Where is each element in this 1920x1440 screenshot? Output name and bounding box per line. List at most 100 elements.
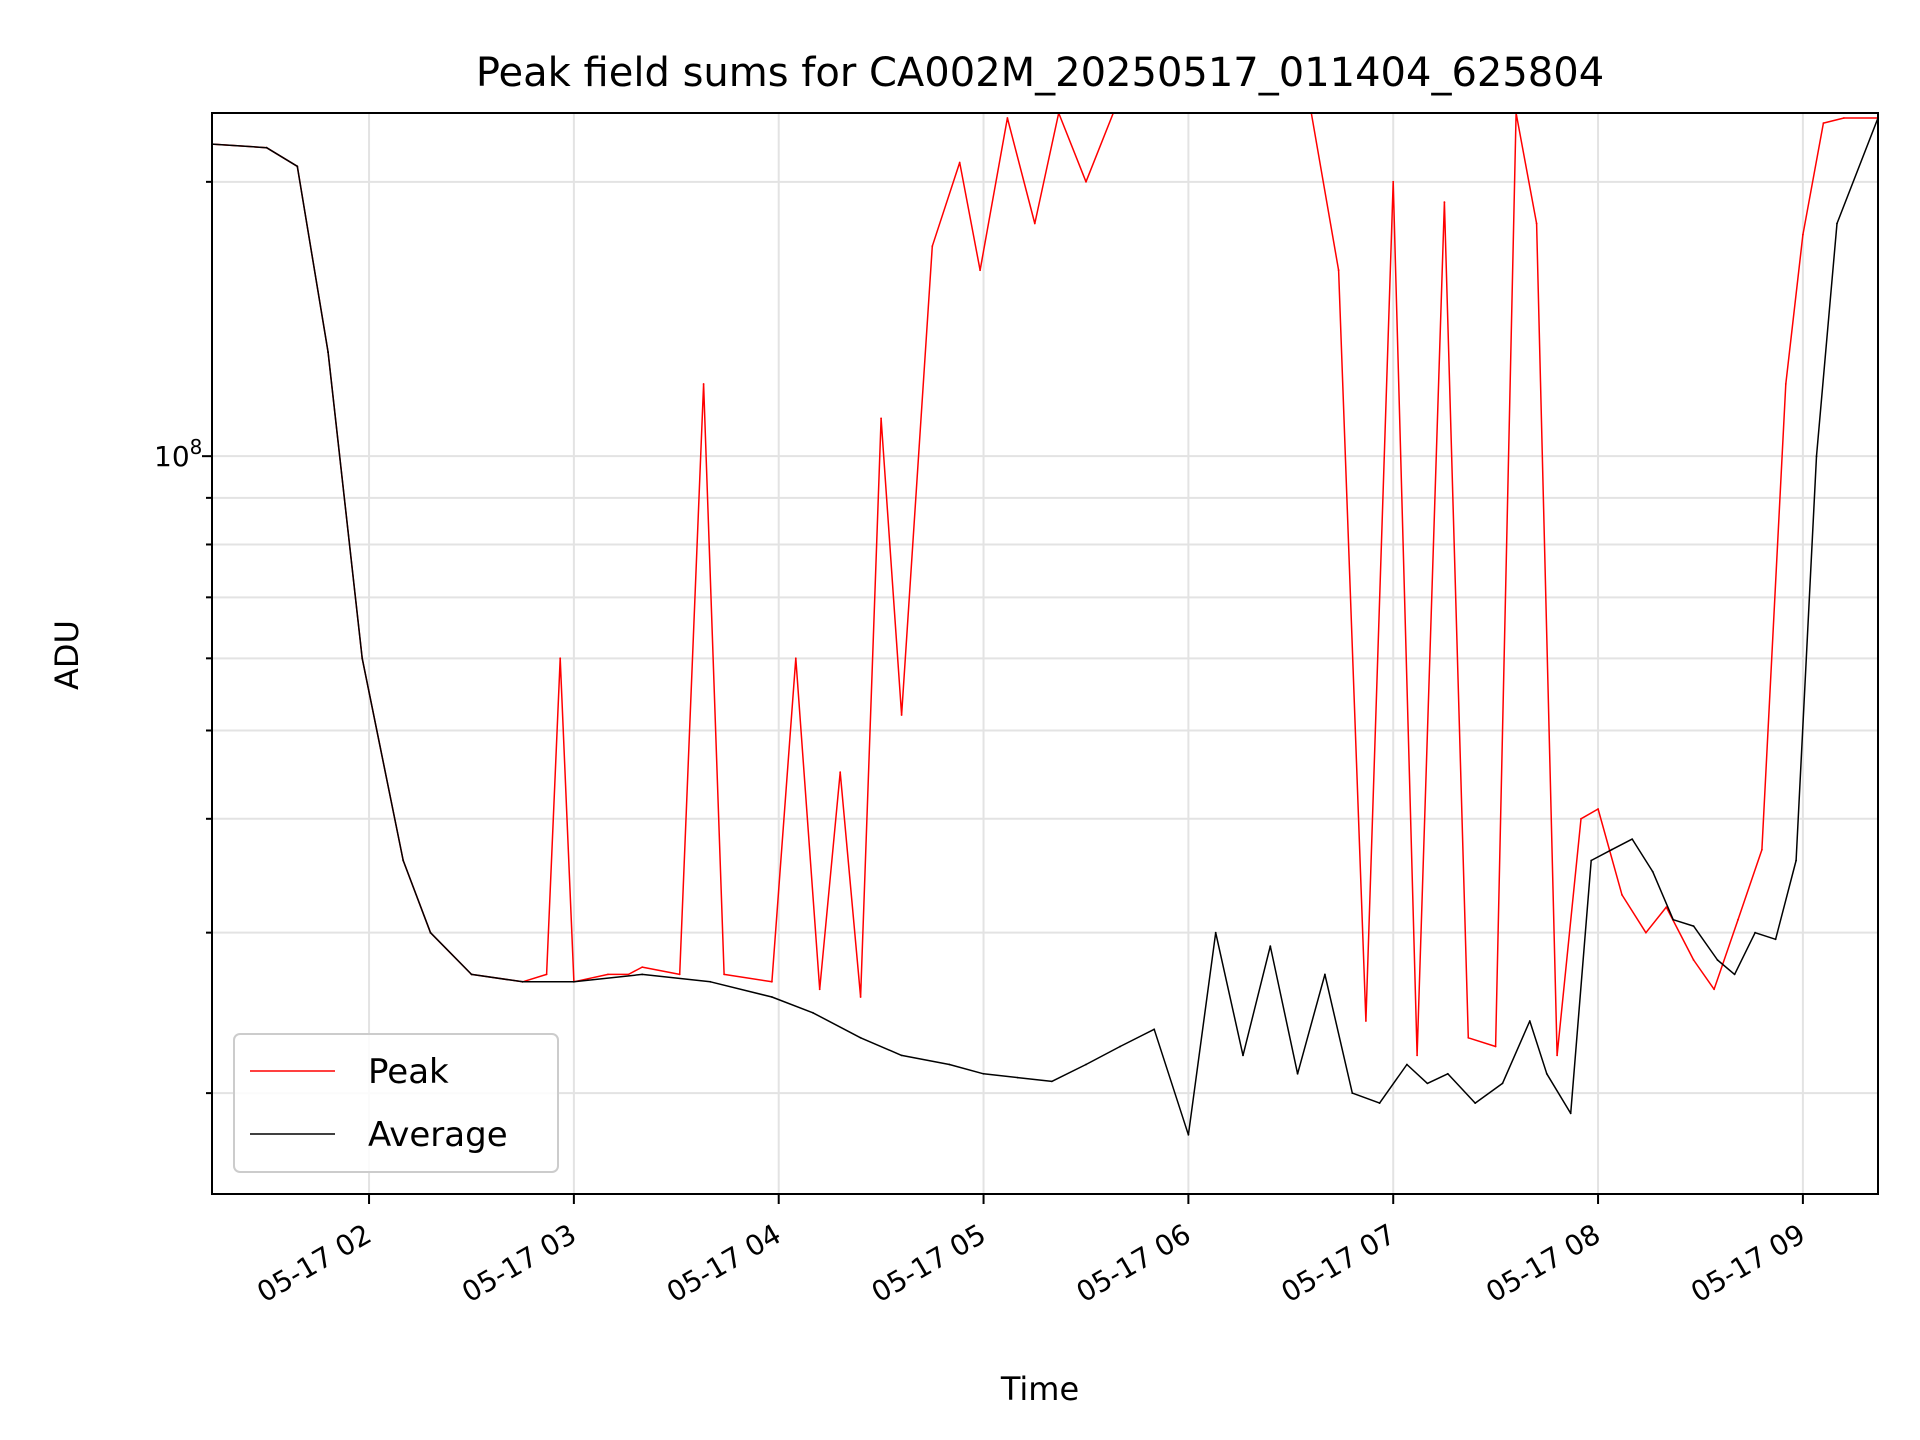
data-point-peak [1535, 222, 1538, 225]
data-point-peak [794, 657, 797, 660]
x-axis-label: Time [1000, 1370, 1079, 1408]
data-point-average [521, 980, 524, 983]
data-point-average [1815, 455, 1818, 458]
data-point-peak [1597, 808, 1599, 810]
data-point-peak [1761, 848, 1763, 851]
data-point-peak [1822, 122, 1825, 124]
data-point-average [1501, 1082, 1504, 1085]
data-point-peak [723, 973, 725, 976]
data-point-average [1716, 959, 1719, 961]
data-point-average [1050, 1080, 1053, 1083]
data-point-peak [1621, 894, 1623, 896]
data-point-peak [702, 383, 705, 385]
data-point-peak [627, 973, 630, 976]
data-point-peak [1337, 269, 1340, 272]
data-point-average [709, 980, 712, 983]
data-point-peak [1713, 988, 1715, 991]
data-point-peak [818, 988, 821, 991]
data-point-peak [859, 996, 862, 998]
data-point-average [812, 1011, 814, 1014]
data-point-average [1296, 1072, 1299, 1075]
data-point-peak [559, 657, 562, 660]
data-point-peak [1443, 201, 1446, 204]
data-point-average [1426, 1082, 1429, 1085]
data-point-average [1187, 1133, 1190, 1136]
data-point-average [1569, 1112, 1572, 1115]
chart-title: Peak field sums for CA002M_20250517_0114… [476, 50, 1604, 96]
data-point-peak [678, 973, 681, 976]
data-point-average [1631, 838, 1634, 840]
data-point-average [1119, 1045, 1121, 1048]
data-point-average [1269, 945, 1272, 947]
data-point-peak [1416, 1054, 1418, 1057]
data-point-average [948, 1063, 951, 1066]
data-point-peak [1365, 1020, 1367, 1022]
data-point-peak [1467, 1036, 1470, 1039]
data-point-peak [607, 973, 609, 976]
data-point-average [1242, 1054, 1244, 1057]
data-point-average [1085, 1063, 1087, 1066]
data-point-average [641, 973, 644, 976]
legend: Peak Average [233, 1033, 559, 1173]
data-point-average [982, 1072, 985, 1075]
data-point-peak [1556, 1054, 1558, 1057]
data-point-average [1651, 870, 1654, 873]
data-point-average [470, 973, 473, 976]
legend-peak-label: Peak [368, 1052, 449, 1092]
data-point-peak [1692, 959, 1695, 961]
data-point-peak [1392, 180, 1395, 183]
data-point-average [1610, 848, 1613, 851]
data-point-average [1528, 1020, 1531, 1022]
data-point-average [402, 859, 405, 862]
data-point-average [265, 146, 268, 149]
data-point-peak [1494, 1045, 1497, 1048]
legend-box [233, 1033, 559, 1173]
data-point-peak [1645, 931, 1647, 934]
data-point-average [1016, 1076, 1019, 1079]
data-point-average [296, 165, 299, 168]
y-axis-label: ADU [48, 620, 86, 690]
y-tick-label: 108 [154, 435, 202, 473]
data-point-peak [1085, 180, 1087, 183]
data-point-average [1351, 1092, 1354, 1094]
data-point-average [900, 1054, 903, 1057]
grid-lines [212, 113, 1878, 1194]
data-point-average [1590, 859, 1593, 862]
data-point-average [361, 657, 364, 660]
data-point-peak [641, 966, 644, 968]
data-point-average [1474, 1102, 1477, 1104]
plot-frame [211, 112, 1879, 1195]
data-point-average [327, 351, 329, 354]
legend-average-label: Average [368, 1115, 508, 1155]
data-point-average [1324, 973, 1326, 976]
data-point-peak [958, 161, 961, 164]
data-point-average [1692, 925, 1695, 927]
data-point-average [1672, 918, 1675, 921]
y-axis-ticks: 108 [154, 180, 212, 1095]
data-point-average [429, 931, 432, 934]
data-point-average [1446, 1072, 1449, 1075]
data-point-peak [931, 245, 934, 248]
data-point-peak [1665, 906, 1668, 908]
data-point-peak [839, 771, 842, 774]
data-point-peak [1802, 233, 1804, 236]
data-point-peak [1784, 383, 1787, 385]
data-point-average [771, 996, 773, 998]
data-point-peak [771, 980, 773, 983]
data-point-average [573, 980, 575, 983]
data-point-average [859, 1036, 862, 1039]
data-point-average [1733, 973, 1736, 976]
data-point-average [1214, 931, 1217, 934]
data-point-peak [1006, 117, 1009, 119]
data-point-average [1836, 222, 1838, 225]
data-point-peak [880, 417, 882, 420]
data-point-average [1545, 1072, 1548, 1075]
data-point-peak [1580, 817, 1582, 820]
data-point-peak [1033, 222, 1036, 225]
data-point-peak [1843, 117, 1845, 119]
data-point-peak [545, 973, 548, 976]
data-point-average [1153, 1028, 1156, 1031]
data-point-average [1406, 1063, 1408, 1066]
